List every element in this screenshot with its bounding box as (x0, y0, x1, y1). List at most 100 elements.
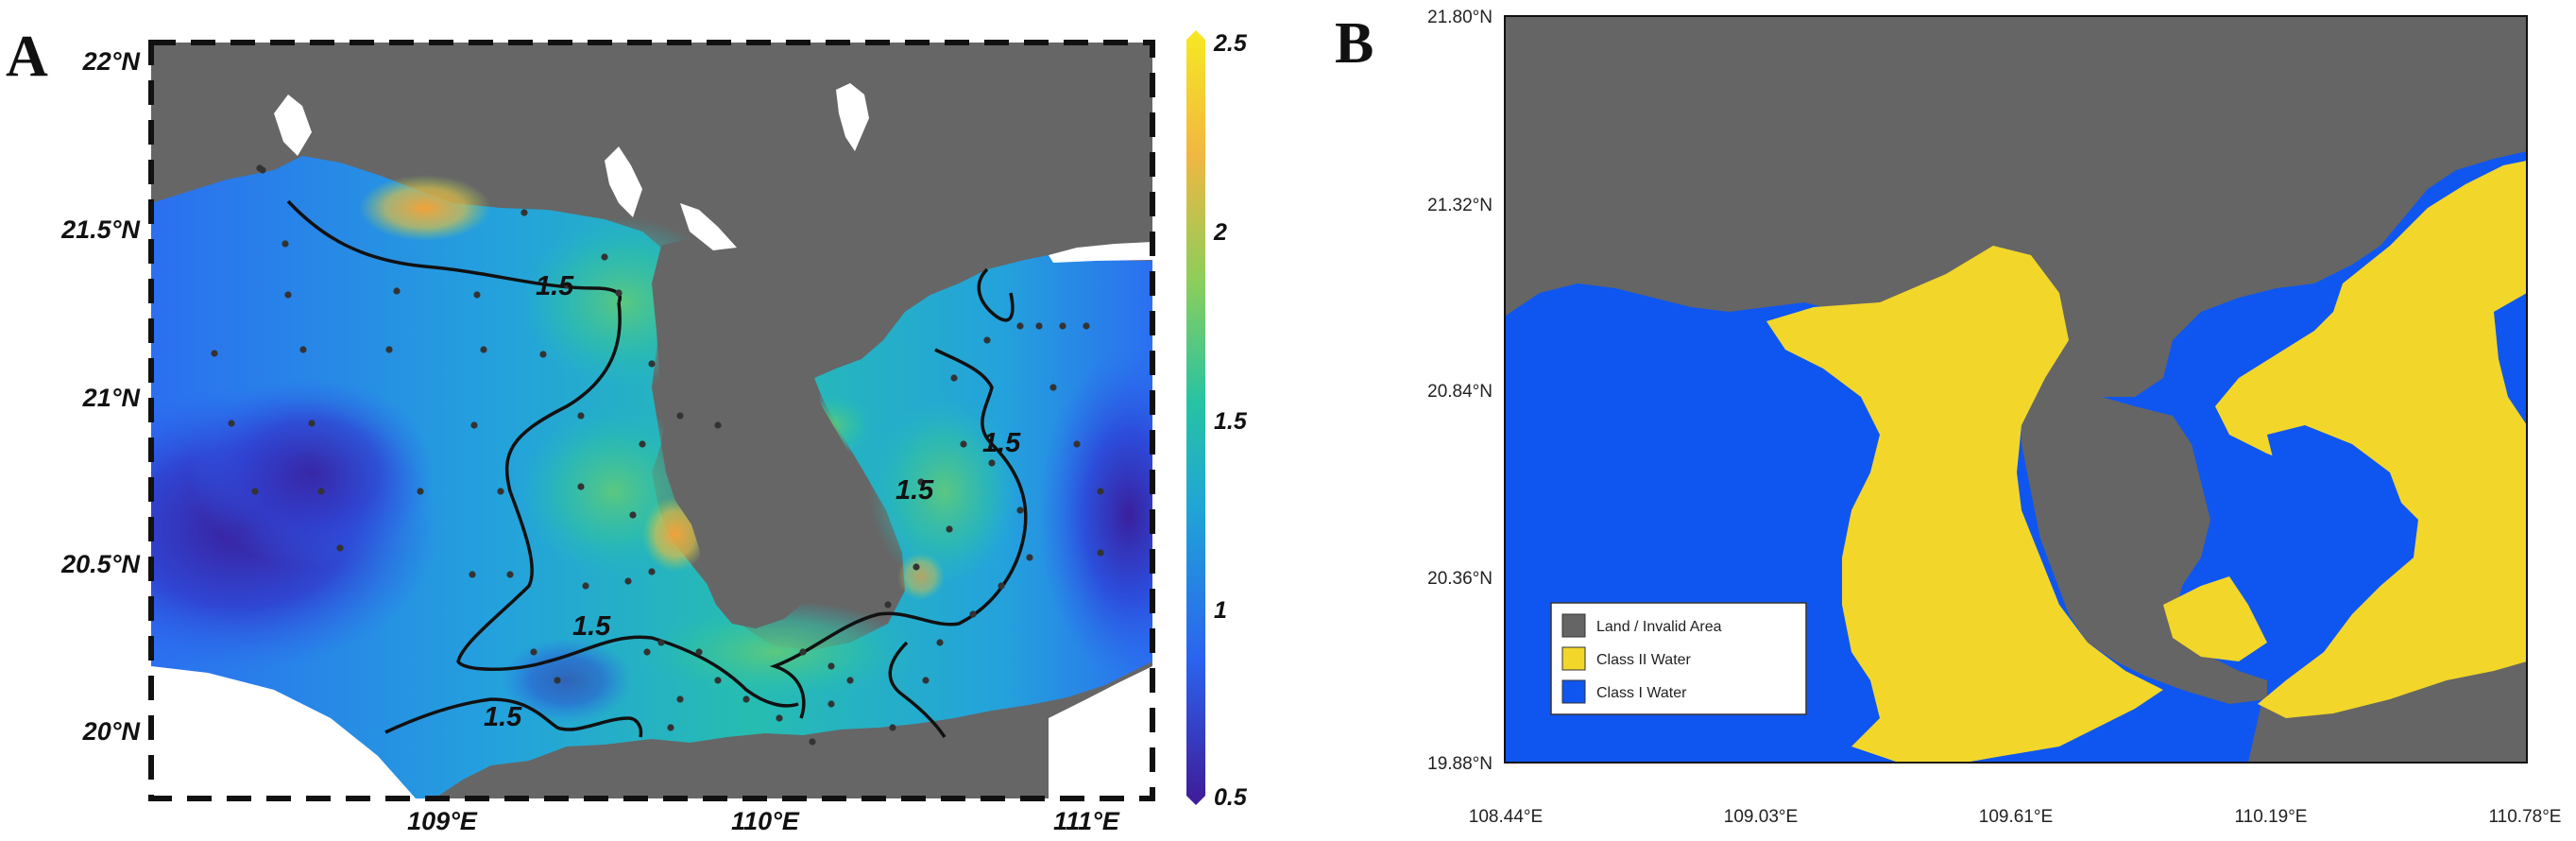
panel-a-lat-axis: 22°N 21.5°N 21°N 20.5°N 20°N (60, 47, 140, 746)
station-dot (676, 412, 684, 420)
station-dot (1049, 384, 1057, 391)
station-dot (317, 488, 325, 495)
lon-tick: 109°E (407, 807, 478, 835)
legend-box (1550, 602, 1807, 715)
station-dot (336, 544, 344, 552)
station-dot (577, 483, 585, 490)
land-north (1505, 16, 2527, 397)
station-dot (417, 488, 424, 495)
station-dot (469, 571, 476, 578)
station-dot (601, 253, 608, 261)
lon-tick: 111°E (1053, 807, 1120, 835)
station-dot (582, 582, 589, 590)
station-dot (228, 420, 235, 427)
contour-label: 1.5 (982, 428, 1021, 458)
colorbar-tick: 0.5 (1214, 784, 1248, 811)
station-dot (988, 459, 996, 467)
legend-label-class-ii: Class II Water (1596, 652, 1692, 668)
legend-swatch-class-ii (1561, 646, 1586, 671)
station-dot (480, 346, 487, 353)
class-ii-zone-strait (2163, 576, 2267, 661)
lon-tick: 110.19°E (2235, 807, 2308, 827)
station-dot (983, 336, 991, 344)
lon-tick: 110.78°E (2489, 807, 2562, 827)
low-zone-east (1039, 350, 1152, 680)
station-dot (827, 700, 835, 708)
station-dot (1083, 322, 1090, 330)
station-dot (913, 563, 920, 571)
station-dot (946, 525, 953, 533)
station-dot (917, 478, 925, 486)
station-dot (629, 511, 637, 519)
station-dot (1026, 554, 1033, 561)
colorbar-gradient (1186, 40, 1205, 796)
station-dot (884, 601, 892, 609)
inland-lake-3 (680, 203, 737, 250)
colorbar-bottom-arrow (1186, 796, 1205, 805)
lat-tick: 21°N (82, 384, 141, 412)
station-dot (648, 568, 656, 575)
lat-tick: 20°N (82, 717, 141, 746)
land-peninsula (2022, 369, 2267, 704)
inland-lake-2 (605, 146, 642, 217)
panel-a-lon-axis: 109°E 110°E 111°E (407, 807, 1120, 835)
legend-swatch-land (1561, 613, 1586, 638)
panel-b-map (1505, 16, 2527, 763)
station-dot (470, 421, 478, 429)
station-dot (648, 360, 656, 368)
panel-b-legend: Land / Invalid Area Class II Water Class… (1550, 602, 1807, 715)
no-data-southeast (1049, 666, 1152, 798)
station-dot (385, 346, 393, 353)
station-dot (639, 440, 646, 448)
station-dot (714, 677, 722, 684)
lat-tick: 19.88°N (1427, 754, 1493, 774)
station-dot (809, 738, 816, 746)
station-dot (889, 724, 896, 731)
contour-east-bottom (888, 641, 947, 738)
panel-b-lat-axis: 21.80°N 21.32°N 20.84°N 20.36°N 19.88°N (1427, 8, 1493, 774)
panel-b-letter: B (1335, 11, 1373, 76)
legend-label-class-i: Class I Water (1596, 685, 1687, 701)
contour-lines (286, 199, 1028, 738)
station-dot (998, 582, 1005, 590)
station-dot (742, 695, 750, 703)
lon-tick: 110°E (731, 807, 800, 835)
station-dot (506, 571, 514, 578)
contour-southwest (384, 697, 643, 738)
panel-b-frame (1504, 15, 2528, 764)
station-dot (1097, 549, 1104, 557)
lat-tick: 20.5°N (60, 550, 140, 578)
station-dot (676, 695, 684, 703)
contour-label: 1.5 (572, 611, 611, 642)
orange-zone-north (359, 175, 491, 241)
panel-a-map: 1.5 1.5 1.5 1.5 1.5 (151, 43, 1152, 798)
station-dot (615, 289, 623, 297)
class-ii-zone-west (1766, 246, 2163, 763)
panel-a-letter: A (6, 25, 48, 89)
hainan-land (529, 661, 1152, 798)
low-zone-west-core (189, 378, 435, 567)
station-dot (256, 164, 264, 172)
station-dot (520, 209, 528, 216)
station-dot (284, 291, 292, 299)
lat-tick: 21.5°N (60, 215, 140, 244)
colorbar-top-arrow (1186, 30, 1205, 40)
lat-tick: 20.84°N (1427, 382, 1493, 402)
station-dot (554, 677, 561, 684)
station-dot (922, 677, 930, 684)
inland-lake-1 (274, 94, 312, 156)
lat-tick: 22°N (82, 47, 141, 76)
contour-north (286, 199, 622, 303)
station-dot (1073, 440, 1081, 448)
contour-west-loop (456, 301, 799, 708)
station-dot (643, 648, 651, 656)
lat-tick: 21.32°N (1427, 196, 1493, 215)
colorbar-tick: 1 (1214, 597, 1227, 624)
contour-label: 1.5 (484, 702, 522, 732)
no-data-southwest (151, 666, 416, 798)
low-zone-south (501, 638, 633, 723)
colorbar-tick: 1.5 (1214, 408, 1248, 435)
station-dot (577, 412, 585, 420)
class-ii-water (1766, 161, 2527, 763)
